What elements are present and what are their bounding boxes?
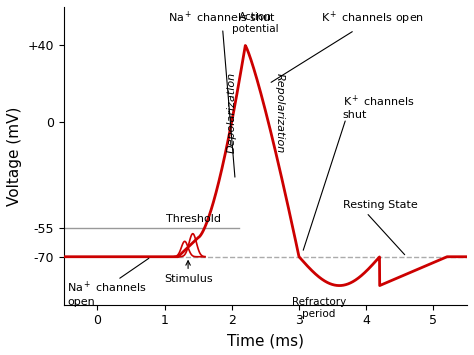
Text: K$^+$ channels
shut: K$^+$ channels shut bbox=[343, 93, 415, 120]
Text: Threshold: Threshold bbox=[166, 214, 221, 224]
Text: Repolarization: Repolarization bbox=[275, 72, 285, 153]
Text: K$^+$ channels open: K$^+$ channels open bbox=[271, 10, 424, 82]
Y-axis label: Voltage (mV): Voltage (mV) bbox=[7, 106, 22, 206]
Text: Action
potential: Action potential bbox=[232, 12, 279, 34]
Text: Stimulus: Stimulus bbox=[164, 261, 212, 284]
Text: Na$^+$ channels
open: Na$^+$ channels open bbox=[67, 280, 147, 307]
Text: Na$^+$ channels shut: Na$^+$ channels shut bbox=[168, 10, 276, 177]
Text: Refractory
period: Refractory period bbox=[292, 297, 346, 319]
Text: Depolarization: Depolarization bbox=[227, 72, 237, 153]
Text: Resting State: Resting State bbox=[343, 200, 418, 210]
X-axis label: Time (ms): Time (ms) bbox=[227, 333, 304, 348]
